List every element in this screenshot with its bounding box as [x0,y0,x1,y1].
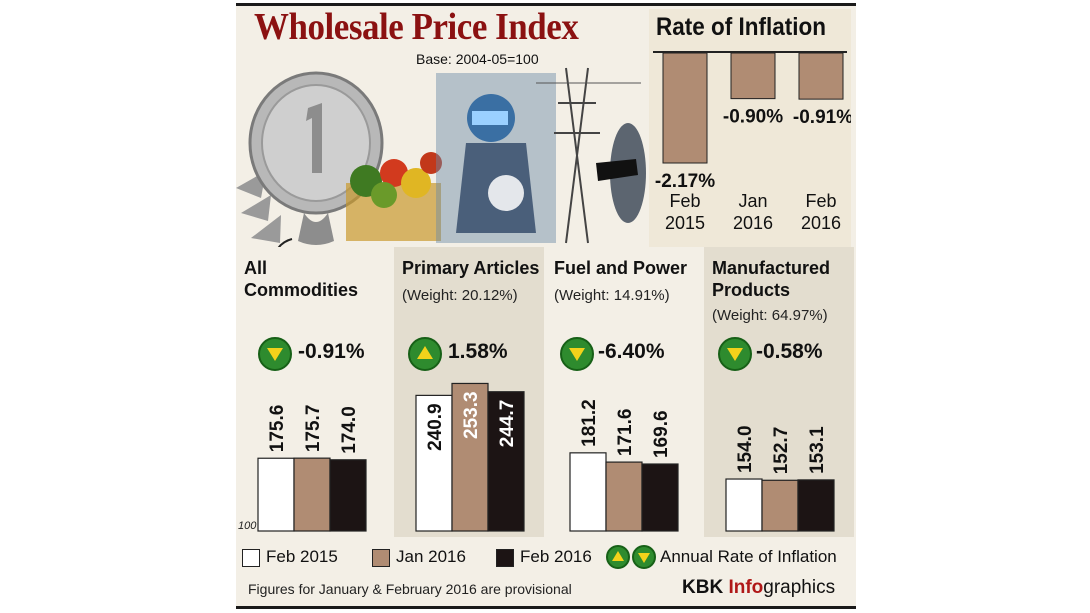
down-arrow-icon [718,337,752,371]
inflation-category-label: 2015 [665,213,705,233]
inflation-bar [662,52,708,164]
bar-value-label: 174.0 [339,406,360,454]
bar-0-0 [257,457,295,532]
bar-value-label: 169.6 [651,410,672,458]
power-pylon-icon [536,67,641,244]
inflation-category-label: Feb [669,191,700,211]
bar-2-0 [329,459,367,532]
inflation-category-label: 2016 [733,213,773,233]
annual-rate: -0.91% [298,340,365,363]
annual-rate: -0.58% [756,340,823,363]
bar-value-label: 175.6 [267,405,288,453]
bar-2-1 [487,391,525,532]
inflation-category-label: 2016 [801,213,841,233]
welder-icon [436,73,556,243]
section-title-line1: Manufactured [712,258,831,278]
bar-1-2 [605,461,643,532]
bar-value-label: 175.7 [303,405,324,453]
legend-label-jan-2016: Jan 2016 [396,547,466,566]
bar-2-2 [641,463,679,532]
section-weight: (Weight: 64.97%) [712,307,828,324]
baseline-label: 100 [238,520,257,532]
bar-1-1 [451,382,489,532]
inflation-value-label: -0.91% [793,107,851,128]
coin-icon [236,71,384,248]
vegetable-basket-icon [346,152,442,241]
annual-rate: -6.40% [598,340,665,363]
section-title: All Commodities [244,257,358,301]
inflation-category-label: Feb [805,191,836,211]
bar-value-label: 244.7 [497,400,518,448]
down-arrow-icon [258,337,292,371]
bar-0-1 [415,394,453,532]
inflation-zero-line [653,51,847,53]
legend-swatch-feb-2015 [242,549,260,567]
fuel-nozzle-icon [596,123,646,223]
bar-0-3 [725,478,763,532]
section-title-line1: All [244,258,268,278]
credit-part2: Info [728,577,764,598]
bar-value-label: 171.6 [615,409,636,457]
top-rule [236,3,856,6]
legend-arrow-label: Annual Rate of Inflation [660,547,837,566]
bar-1-3 [761,479,799,532]
annual-rate: 1.58% [448,340,508,363]
section-title-line2: Commodities [244,280,359,300]
wpi-bar-chart: 175.6 240.9 181.2 154.0 175.7 253.3 171.6 152.7… [238,382,835,532]
up-arrow-icon [606,545,630,569]
inflation-category-label: Jan [738,191,767,211]
bar-value-label: 181.2 [579,399,600,447]
legend-label-feb-2016: Feb 2016 [520,547,592,566]
illustration [236,67,646,248]
infographic-card: Wholesale Price Index Base: 2004-05=100 … [236,3,856,609]
bar-value-label: 240.9 [425,403,446,451]
section-title: Primary Articles [402,258,540,278]
down-arrow-icon [632,545,656,569]
footnote: Figures for January & February 2016 are … [248,581,572,597]
section-weight: (Weight: 20.12%) [402,287,518,304]
legend-swatch-jan-2016 [372,549,390,567]
bar-value-label: 153.1 [807,426,828,474]
bar-0-2 [569,452,607,532]
legend-label-feb-2015: Feb 2015 [266,547,338,566]
credit-part3: graphics [763,577,836,598]
inflation-value-label: -0.90% [723,107,783,128]
up-arrow-icon [408,337,442,371]
inflation-value-label: -2.17% [655,171,715,192]
inflation-bar [798,52,844,100]
bar-value-label: 154.0 [735,425,756,473]
inflation-title: Rate of Inflation [656,13,827,41]
bottom-rule [236,606,856,609]
section-weight: (Weight: 14.91%) [554,287,670,304]
bar-1-0 [293,457,331,532]
credit-part1: KBK [682,577,729,598]
bar-value-label: 253.3 [461,391,482,439]
legend-swatch-feb-2016 [496,549,514,567]
bar-2-3 [797,479,835,532]
section-title: Fuel and Power [554,258,688,278]
page-title: Wholesale Price Index [254,6,579,48]
inflation-bar [730,52,776,100]
section-title: Manufactured Products [712,257,830,301]
credit: KBK Infographics [682,577,835,599]
base-note: Base: 2004-05=100 [416,51,539,67]
down-arrow-icon [560,337,594,371]
bar-value-label: 152.7 [771,427,792,475]
legend: Feb 2015 Jan 2016 Feb 2016 Annual Rate o… [236,539,856,575]
section-title-line2: Products [712,280,791,300]
